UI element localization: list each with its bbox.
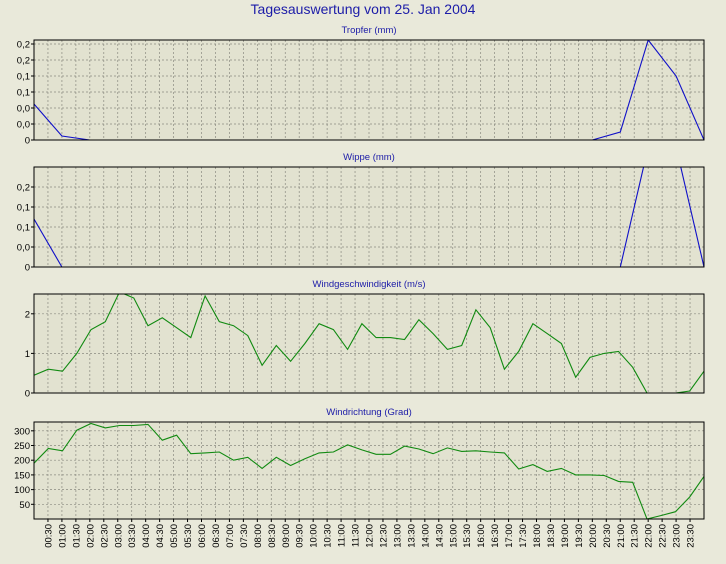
y-tick-label: 1 (25, 349, 30, 360)
y-tick-label: 100 (14, 485, 30, 496)
x-tick-label: 23:30 (686, 524, 697, 548)
x-tick-label: 05:00 (169, 524, 180, 548)
x-tick-label: 05:30 (183, 524, 194, 548)
x-tick-label: 14:30 (434, 524, 445, 548)
x-tick-label: 23:00 (672, 524, 683, 548)
y-tick-label: 50 (19, 500, 30, 511)
x-tick-label: 22:00 (644, 524, 655, 548)
x-tick-label: 12:30 (378, 524, 389, 548)
x-tick-label: 16:00 (476, 524, 487, 548)
x-tick-label: 09:00 (281, 524, 292, 548)
y-tick-label: 300 (14, 426, 30, 437)
x-tick-label: 14:00 (420, 524, 431, 548)
chart-title: Wippe (mm) (343, 152, 395, 163)
x-tick-label: 15:30 (462, 524, 473, 548)
y-tick-label: 0,1 (17, 223, 30, 234)
x-tick-label: 21:30 (630, 524, 641, 548)
y-tick-label: 0 (25, 389, 30, 400)
plot-frame (33, 166, 705, 268)
x-tick-label: 09:30 (295, 524, 306, 548)
x-tick-label: 02:00 (85, 524, 96, 548)
x-tick-label: 10:30 (323, 524, 334, 548)
chart-title: Windgeschwindigkeit (m/s) (313, 279, 426, 290)
x-tick-label: 04:00 (141, 524, 152, 548)
x-tick-label: 10:00 (309, 524, 320, 548)
data-line (592, 40, 704, 140)
page-title: Tagesauswertung vom 25. Jan 2004 (250, 1, 476, 17)
y-tick-label: 0 (25, 263, 30, 274)
x-tick-label: 21:00 (616, 524, 627, 548)
x-tick-label: 06:00 (197, 524, 208, 548)
x-tick-label: 17:00 (504, 524, 515, 548)
x-tick-label: 20:00 (588, 524, 599, 548)
y-tick-label: 0,0 (17, 120, 30, 131)
x-tick-label: 13:30 (406, 524, 417, 548)
x-tick-label: 19:00 (560, 524, 571, 548)
x-tick-label: 04:30 (155, 524, 166, 548)
x-tick-label: 18:30 (546, 524, 557, 548)
y-tick-label: 0,2 (17, 56, 30, 67)
y-tick-label: 150 (14, 470, 30, 481)
y-tick-label: 0 (25, 136, 30, 147)
x-tick-label: 07:30 (239, 524, 250, 548)
x-tick-label: 08:30 (267, 524, 278, 548)
x-tick-label: 11:30 (351, 524, 362, 547)
x-tick-label: 13:00 (392, 524, 403, 548)
x-tick-label: 08:00 (253, 524, 264, 548)
x-tick-label: 00:30 (43, 524, 54, 548)
x-tick-label: 01:00 (57, 524, 68, 548)
x-tick-label: 11:00 (337, 524, 348, 547)
y-tick-label: 0,2 (17, 183, 30, 194)
y-tick-label: 200 (14, 456, 30, 467)
chart-title: Tropfer (mm) (341, 25, 396, 36)
x-tick-label: 19:30 (574, 524, 585, 548)
x-tick-label: 22:30 (658, 524, 669, 548)
x-tick-label: 03:00 (113, 524, 124, 548)
chart-title: Windrichtung (Grad) (326, 407, 412, 418)
x-tick-label: 01:30 (71, 524, 82, 548)
x-tick-label: 06:30 (211, 524, 222, 548)
x-tick-label: 17:30 (518, 524, 529, 548)
plot-frame (33, 39, 705, 141)
y-tick-label: 0,2 (17, 40, 30, 51)
data-line (619, 167, 704, 267)
y-tick-label: 2 (25, 309, 30, 320)
y-tick-label: 0,1 (17, 72, 30, 83)
y-tick-label: 0,1 (17, 203, 30, 214)
x-tick-label: 18:00 (532, 524, 543, 548)
x-tick-label: 16:30 (490, 524, 501, 548)
x-tick-label: 12:00 (365, 524, 376, 548)
x-tick-label: 15:00 (448, 524, 459, 548)
x-tick-label: 03:30 (127, 524, 138, 548)
y-tick-label: 250 (14, 441, 30, 452)
data-line (34, 294, 704, 393)
x-tick-label: 20:30 (602, 524, 613, 548)
plot-frame (33, 293, 705, 394)
data-line (34, 422, 704, 519)
x-tick-label: 02:30 (99, 524, 110, 548)
y-tick-label: 0,1 (17, 88, 30, 99)
x-tick-label: 07:00 (225, 524, 236, 548)
y-tick-label: 0,0 (17, 243, 30, 254)
data-line (34, 218, 63, 267)
y-tick-label: 0,0 (17, 104, 30, 115)
data-line (34, 103, 90, 140)
